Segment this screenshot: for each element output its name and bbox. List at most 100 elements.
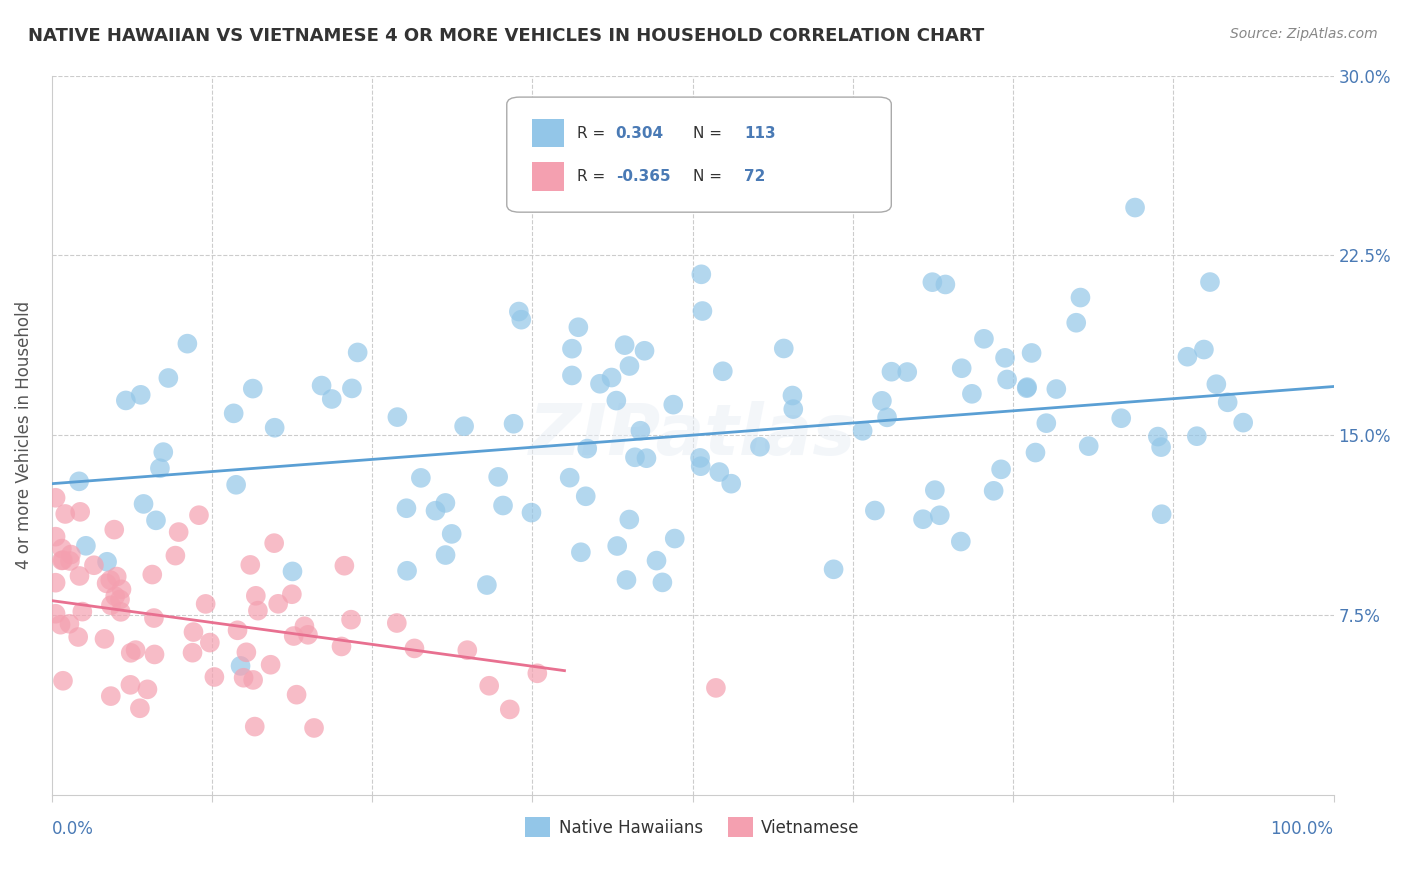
- Vietnamese: [526, 666, 548, 681]
- Vietnamese: [45, 491, 67, 505]
- Native Hawaiians: [782, 402, 804, 417]
- Native Hawaiians: [600, 370, 623, 384]
- Native Hawaiians: [689, 450, 711, 465]
- Vietnamese: [245, 589, 267, 603]
- Vietnamese: [58, 616, 80, 631]
- Text: R =: R =: [578, 169, 606, 184]
- Native Hawaiians: [67, 475, 90, 489]
- Native Hawaiians: [115, 393, 138, 408]
- Vietnamese: [105, 569, 128, 583]
- Vietnamese: [198, 635, 221, 649]
- Native Hawaiians: [990, 462, 1012, 476]
- Native Hawaiians: [664, 532, 686, 546]
- Native Hawaiians: [1199, 275, 1222, 289]
- Native Hawaiians: [75, 539, 97, 553]
- Native Hawaiians: [896, 365, 918, 379]
- Native Hawaiians: [346, 345, 368, 359]
- Native Hawaiians: [176, 336, 198, 351]
- Native Hawaiians: [880, 365, 903, 379]
- Native Hawaiians: [229, 659, 252, 673]
- Vietnamese: [124, 643, 146, 657]
- Vietnamese: [103, 523, 125, 537]
- Vietnamese: [143, 648, 166, 662]
- Native Hawaiians: [453, 419, 475, 434]
- Vietnamese: [263, 536, 285, 550]
- Native Hawaiians: [1123, 201, 1146, 215]
- Native Hawaiians: [849, 187, 872, 202]
- Text: 0.304: 0.304: [616, 126, 664, 141]
- Vietnamese: [202, 670, 225, 684]
- Native Hawaiians: [619, 512, 641, 526]
- Native Hawaiians: [1077, 439, 1099, 453]
- Vietnamese: [456, 643, 478, 657]
- Vietnamese: [98, 573, 121, 587]
- Native Hawaiians: [1064, 316, 1087, 330]
- Bar: [533, 161, 564, 191]
- Vietnamese: [704, 681, 727, 695]
- Native Hawaiians: [983, 483, 1005, 498]
- Native Hawaiians: [434, 548, 457, 562]
- Native Hawaiians: [651, 575, 673, 590]
- Native Hawaiians: [720, 476, 742, 491]
- Vietnamese: [333, 558, 356, 573]
- Native Hawaiians: [711, 364, 734, 378]
- Native Hawaiians: [911, 512, 934, 526]
- Native Hawaiians: [157, 371, 180, 385]
- Vietnamese: [104, 589, 127, 603]
- Vietnamese: [404, 641, 426, 656]
- Vietnamese: [285, 688, 308, 702]
- Vietnamese: [239, 558, 262, 572]
- Text: 72: 72: [744, 169, 765, 184]
- Native Hawaiians: [1185, 429, 1208, 443]
- Native Hawaiians: [340, 381, 363, 395]
- Native Hawaiians: [1232, 416, 1254, 430]
- Vietnamese: [108, 592, 131, 607]
- Native Hawaiians: [636, 451, 658, 466]
- Text: N =: N =: [693, 126, 721, 141]
- Text: Source: ZipAtlas.com: Source: ZipAtlas.com: [1230, 27, 1378, 41]
- Vietnamese: [246, 604, 269, 618]
- Vietnamese: [110, 582, 132, 597]
- Native Hawaiians: [1021, 346, 1043, 360]
- Vietnamese: [45, 607, 67, 621]
- Vietnamese: [232, 671, 254, 685]
- Vietnamese: [165, 549, 187, 563]
- Vietnamese: [45, 575, 67, 590]
- Native Hawaiians: [606, 539, 628, 553]
- Vietnamese: [183, 625, 205, 640]
- Native Hawaiians: [924, 483, 946, 497]
- Vietnamese: [67, 630, 90, 644]
- Native Hawaiians: [645, 553, 668, 567]
- Native Hawaiians: [510, 312, 533, 326]
- Vietnamese: [142, 611, 165, 625]
- Native Hawaiians: [576, 442, 599, 456]
- Native Hawaiians: [520, 506, 543, 520]
- Native Hawaiians: [1150, 440, 1173, 454]
- Native Hawaiians: [149, 461, 172, 475]
- Native Hawaiians: [633, 343, 655, 358]
- Legend: Native Hawaiians, Vietnamese: Native Hawaiians, Vietnamese: [519, 810, 866, 844]
- Native Hawaiians: [502, 417, 524, 431]
- Native Hawaiians: [624, 450, 647, 465]
- Vietnamese: [52, 673, 75, 688]
- Native Hawaiians: [263, 421, 285, 435]
- Native Hawaiians: [152, 445, 174, 459]
- Native Hawaiians: [425, 504, 447, 518]
- Native Hawaiians: [1216, 395, 1239, 409]
- Vietnamese: [181, 646, 204, 660]
- Vietnamese: [52, 553, 75, 567]
- Native Hawaiians: [1015, 381, 1038, 395]
- Native Hawaiians: [749, 440, 772, 454]
- Vietnamese: [100, 599, 122, 613]
- Native Hawaiians: [928, 508, 950, 523]
- Vietnamese: [281, 587, 304, 601]
- Native Hawaiians: [973, 332, 995, 346]
- Native Hawaiians: [508, 304, 530, 318]
- Native Hawaiians: [619, 359, 641, 373]
- Native Hawaiians: [132, 497, 155, 511]
- Native Hawaiians: [950, 361, 973, 376]
- Vietnamese: [167, 524, 190, 539]
- Native Hawaiians: [709, 465, 731, 479]
- Native Hawaiians: [409, 471, 432, 485]
- Native Hawaiians: [1150, 507, 1173, 521]
